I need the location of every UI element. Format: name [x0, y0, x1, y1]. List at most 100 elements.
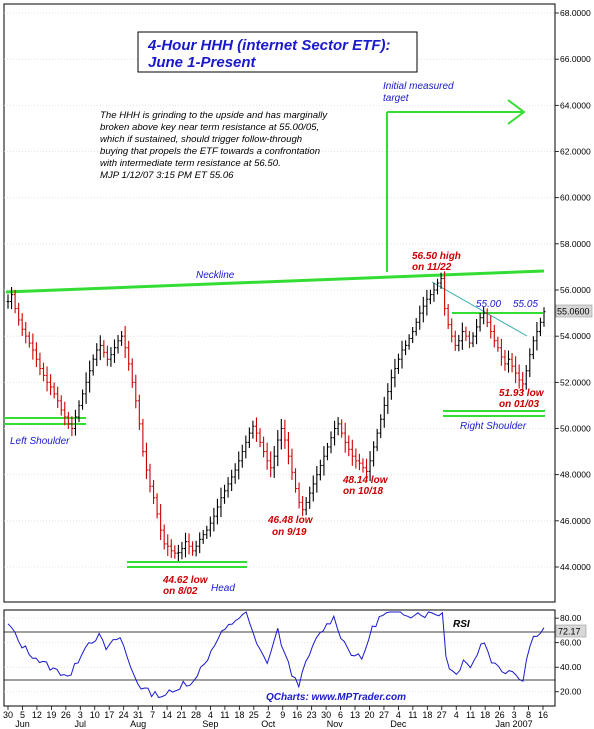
low-label-dec: 51.93 low: [499, 388, 545, 399]
x-day-tick-label: 28: [191, 710, 201, 720]
y-tick-label: 62.0000: [560, 147, 591, 157]
low-label-sep: 46.48 low: [267, 515, 314, 526]
chart-title: 4-Hour HHH (internet Sector ETF):: [147, 37, 391, 54]
x-day-tick-label: 25: [249, 710, 259, 720]
rsi-panel: [3, 609, 556, 707]
rsi-series-line: [7, 611, 545, 699]
y-tick-label: 54.0000: [560, 331, 591, 341]
commentary-line: with intermediate term resistance at 56.…: [100, 158, 281, 169]
target-label: target: [383, 93, 410, 104]
x-day-tick-label: 31: [133, 710, 143, 720]
x-month-tick-label: Dec: [390, 719, 407, 729]
x-axis-month-ticks: Jun Jul Aug Sep Oct Nov Dec Jan 2007: [15, 719, 532, 729]
x-axis-day-ticks: 30 5 12 19 26 3 10 17 24 31 7 14 21 28 4 11 18 25 2 9 16 23 30…: [3, 706, 548, 720]
rsi-y-axis: 20.00 40.00 60.00 80.00: [555, 613, 582, 697]
rsi-tick-label: 60.00: [560, 638, 582, 648]
y-tick-label: 64.0000: [560, 100, 591, 110]
x-day-tick-label: 11: [408, 710, 417, 720]
x-month-tick-label: Oct: [261, 719, 276, 729]
y-tick-label: 66.0000: [560, 54, 591, 64]
x-day-tick-label: 3: [512, 710, 517, 720]
watermark: QCharts: www.MPTrader.com: [266, 692, 406, 703]
commentary-line: buying that propels the ETF towards a co…: [100, 146, 320, 157]
price-panel: [3, 3, 556, 603]
high-label: 56.50 high: [412, 251, 461, 262]
low-label-aug: 44.62 low: [162, 575, 209, 586]
commentary-line: broken above key near term resistance at…: [100, 122, 319, 133]
last-price-box: [555, 304, 593, 318]
rsi-grid: [4, 617, 555, 693]
commentary: The HHH is grinding to the upside and ha…: [100, 110, 328, 181]
x-day-tick-label: 13: [350, 710, 360, 720]
rsi-tick-label: 80.00: [560, 613, 582, 623]
low-label-sep: on 9/19: [272, 527, 307, 538]
x-day-tick-label: 2: [266, 710, 271, 720]
x-month-tick-label: Sep: [202, 719, 218, 729]
commentary-line: MJP 1/12/07 3:15 PM ET 55.06: [100, 170, 234, 181]
x-day-tick-label: 18: [234, 710, 244, 720]
x-month-tick-label: Jun: [15, 719, 30, 729]
x-day-tick-label: 12: [32, 710, 42, 720]
y-tick-label: 48.0000: [560, 470, 591, 480]
y-tick-label: 44.0000: [560, 562, 591, 572]
neckline: [5, 269, 545, 294]
x-day-tick-label: 4: [208, 710, 213, 720]
low-label-oct: on 10/18: [343, 486, 383, 497]
head-label: Head: [211, 583, 235, 594]
x-month-tick-label: Nov: [327, 719, 344, 729]
rsi-last-value-box: [555, 624, 587, 638]
x-day-tick-label: 20: [364, 710, 374, 720]
price-bars: [6, 271, 546, 562]
neckline-label: Neckline: [196, 270, 235, 281]
x-day-tick-label: 11: [220, 710, 229, 720]
rsi-tick-label: 20.00: [560, 687, 582, 697]
resistance-label-a: 55.00: [476, 299, 501, 310]
trend-line: [431, 281, 528, 337]
x-day-tick-label: 16: [538, 710, 548, 720]
x-day-tick-label: 26: [495, 710, 505, 720]
x-day-tick-label: 11: [466, 710, 475, 720]
last-price-label: 55.0600: [557, 307, 590, 317]
x-day-tick-label: 19: [46, 710, 56, 720]
target-label: Initial measured: [383, 81, 454, 92]
x-day-tick-label: 16: [292, 710, 302, 720]
high-label: on 11/22: [412, 262, 452, 273]
resistance-label-b: 55.05: [513, 299, 538, 310]
x-day-tick-label: 27: [437, 710, 447, 720]
y-tick-label: 52.0000: [560, 377, 591, 387]
price-y-axis: 44.0000 46.0000 48.0000 50.0000 52.0000 54.00…: [555, 8, 591, 572]
x-day-tick-label: 3: [78, 710, 83, 720]
low-label-oct: 48.14 low: [342, 475, 389, 486]
x-day-tick-label: 24: [119, 710, 129, 720]
x-day-tick-label: 17: [104, 710, 114, 720]
x-day-tick-label: 27: [379, 710, 389, 720]
y-tick-label: 50.0000: [560, 424, 591, 434]
target-arrow-head: [507, 99, 526, 125]
y-tick-label: 60.0000: [560, 193, 591, 203]
y-tick-label: 58.0000: [560, 239, 591, 249]
x-day-tick-label: 8: [526, 710, 531, 720]
right-shoulder-label: Right Shoulder: [460, 421, 527, 432]
x-month-tick-label: Jan 2007: [496, 719, 533, 729]
commentary-line: The HHH is grinding to the upside and ha…: [100, 110, 328, 121]
x-day-tick-label: 7: [150, 710, 155, 720]
chart-subtitle: June 1-Present: [148, 54, 257, 71]
x-day-tick-label: 23: [307, 710, 317, 720]
x-day-tick-label: 18: [422, 710, 432, 720]
x-day-tick-label: 6: [338, 710, 343, 720]
low-label-dec: on 01/03: [499, 399, 539, 410]
y-tick-label: 68.0000: [560, 8, 591, 18]
rsi-title: RSI: [453, 619, 470, 630]
x-day-tick-label: 4: [454, 710, 459, 720]
y-tick-label: 56.0000: [560, 285, 591, 295]
x-month-tick-label: Aug: [130, 719, 146, 729]
rsi-tick-label: 40.00: [560, 662, 582, 672]
title-box: [137, 31, 418, 73]
left-shoulder-label: Left Shoulder: [10, 436, 70, 447]
x-day-tick-label: 26: [61, 710, 71, 720]
x-day-tick-label: 5: [20, 710, 25, 720]
price-grid: [4, 12, 555, 568]
x-day-tick-label: 14: [162, 710, 172, 720]
rsi-last-value: 72.17: [558, 627, 581, 637]
y-tick-label: 46.0000: [560, 516, 591, 526]
